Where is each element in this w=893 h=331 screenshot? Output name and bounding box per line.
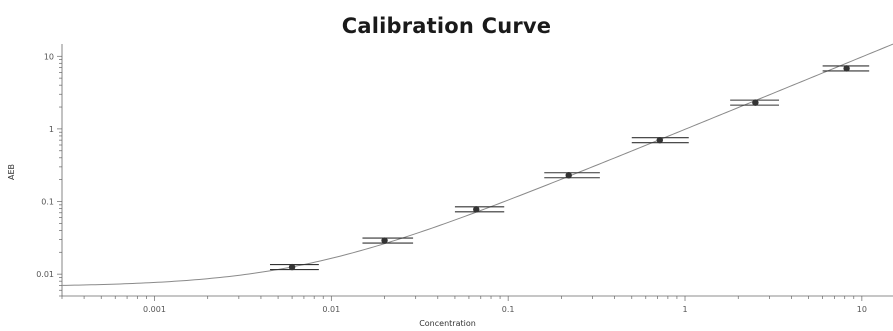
chart-title: Calibration Curve bbox=[341, 14, 552, 38]
x-tick-label: 1 bbox=[682, 305, 687, 314]
fit-curve-line bbox=[61, 43, 893, 286]
y-axis-title: AEB bbox=[7, 164, 16, 180]
x-tick-label: 0.01 bbox=[322, 305, 340, 314]
x-tick-label: 0.001 bbox=[143, 305, 166, 314]
data-point bbox=[752, 99, 759, 106]
data-point bbox=[381, 237, 388, 244]
data-point bbox=[656, 136, 663, 144]
y-tick-label: 0.01 bbox=[36, 270, 54, 279]
x-axis-title: Concentration bbox=[419, 319, 476, 328]
y-tick-label: 10 bbox=[44, 52, 54, 61]
x-tick-label: 10 bbox=[857, 305, 867, 314]
y-tick-label: 0.1 bbox=[41, 198, 54, 207]
data-point bbox=[565, 172, 572, 179]
data-point bbox=[843, 65, 850, 72]
data-point bbox=[288, 263, 296, 271]
y-tick-label: 1 bbox=[49, 125, 54, 134]
x-tick-label: 0.1 bbox=[502, 305, 515, 314]
data-point bbox=[473, 206, 480, 213]
